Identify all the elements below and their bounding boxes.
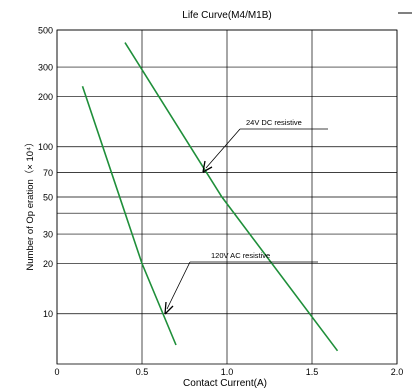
y-tick-label: 200 <box>38 92 53 102</box>
x-axis-label: Contact Current(A) <box>183 378 267 389</box>
y-axis-label: Number of Op eration（× 10⁴） <box>24 137 36 270</box>
y-tick-label: 50 <box>43 193 53 203</box>
x-tick-label: 1.5 <box>306 367 319 377</box>
y-tick-labels: 10 20 30 50 70 100 200 300 500 <box>38 26 53 320</box>
dc-arrowhead <box>202 160 213 173</box>
plot-frame <box>56 29 398 365</box>
x-tick-label: 0.5 <box>136 367 149 377</box>
ac-arrowhead <box>164 301 174 315</box>
x-tick-labels: 0 0.5 1.0 1.5 2.0 <box>54 367 403 377</box>
grid <box>56 29 398 365</box>
y-tick-label: 500 <box>38 26 53 36</box>
y-tick-label: 100 <box>38 142 53 152</box>
y-tick-label: 10 <box>43 309 53 319</box>
y-tick-label: 20 <box>43 259 53 269</box>
x-tick-label: 1.0 <box>221 367 234 377</box>
series-lines <box>81 42 339 352</box>
dc-leader-diagonal <box>205 128 241 169</box>
y-tick-label: 300 <box>38 63 53 73</box>
dc-series-label: 24V DC resistive <box>246 118 302 127</box>
series-line-24v-dc <box>124 42 339 352</box>
x-tick-label: 2.0 <box>391 367 404 377</box>
annotations: 24V DC resistive 120V AC resistive <box>164 118 328 315</box>
ac-series-label: 120V AC resistive <box>211 251 270 260</box>
ac-leader-diagonal <box>166 261 191 310</box>
series-line-120v-ac <box>81 86 177 346</box>
y-tick-label: 30 <box>43 230 53 240</box>
x-tick-label: 0 <box>54 367 59 377</box>
y-tick-label: 70 <box>43 168 53 178</box>
chart-title: Life Curve(M4/M1B) <box>182 10 271 21</box>
